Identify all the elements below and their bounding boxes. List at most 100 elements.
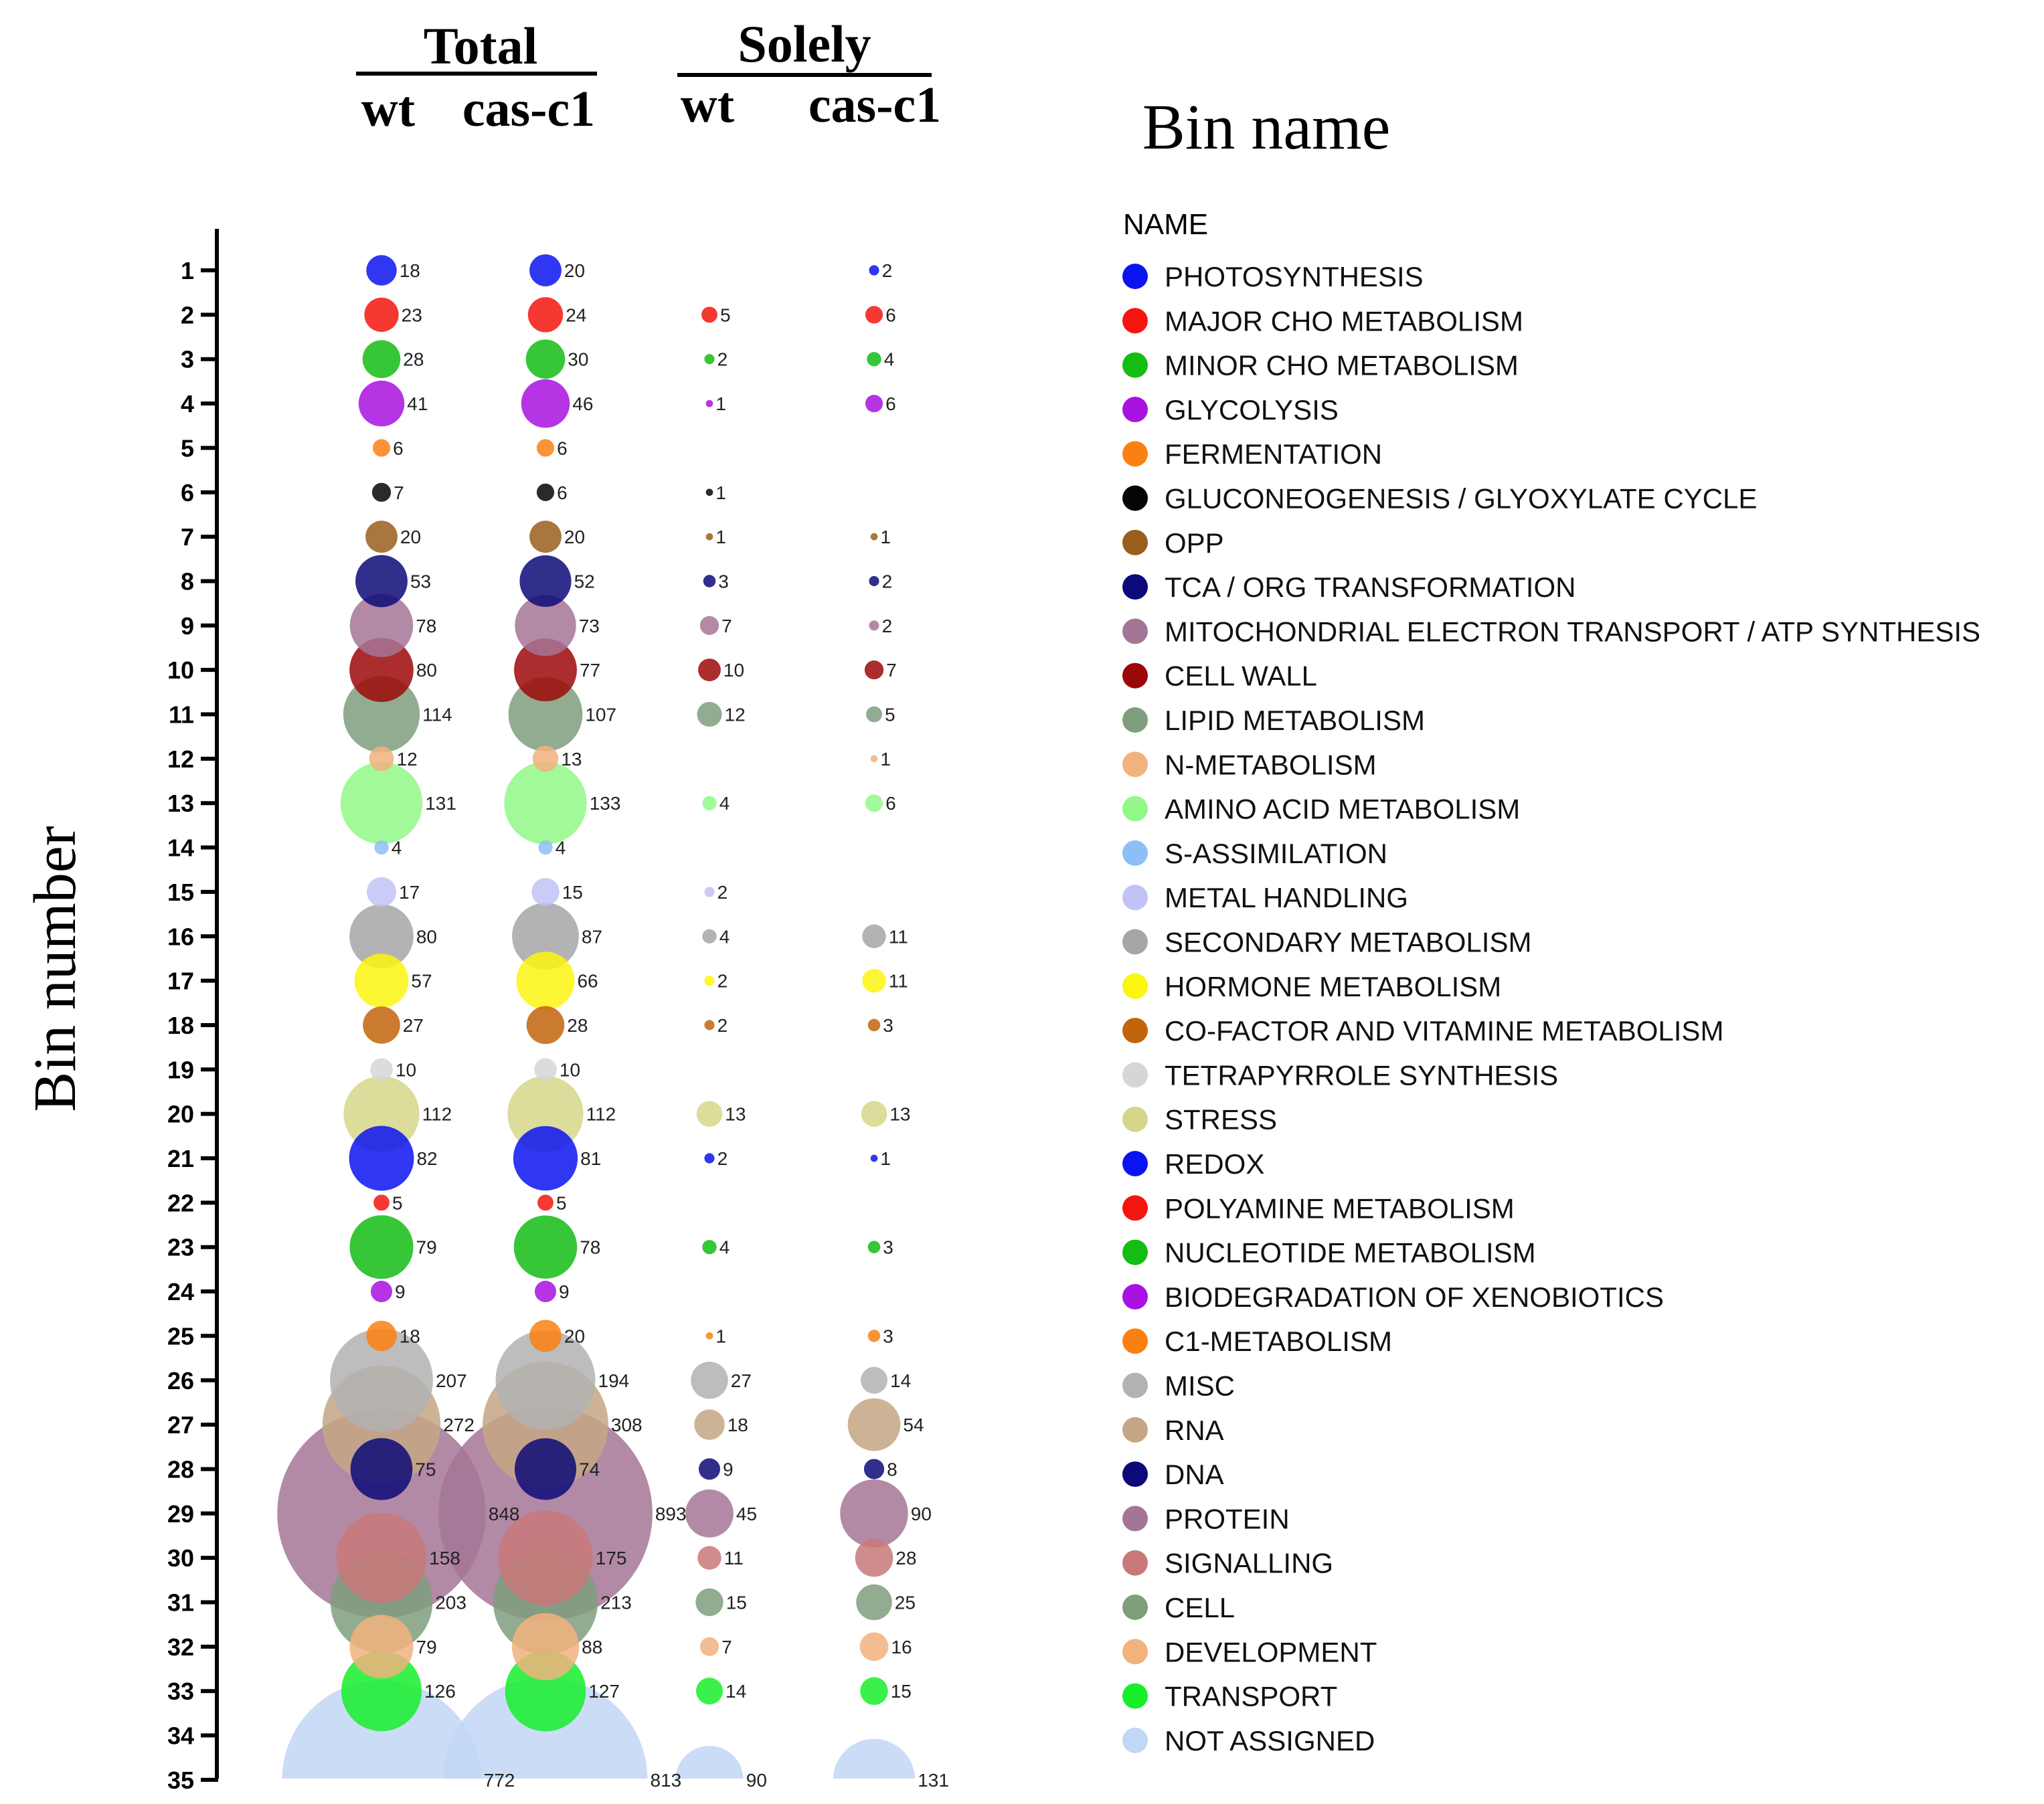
- bubble-solely-wt: [694, 1409, 725, 1440]
- bubble-value-total-cas-c1: 73: [579, 616, 600, 636]
- bubble-solely-cas-c1: [862, 968, 886, 993]
- bubble-total-cas-c1: [513, 1125, 578, 1191]
- legend-item: CELL WALL: [1122, 660, 1317, 692]
- y-tick-label: 1: [181, 257, 194, 284]
- bubble-solely-wt: [695, 1678, 723, 1705]
- bubble-solely-cas-c1: [869, 575, 879, 587]
- bubble-value-total-cas-c1: 74: [579, 1459, 600, 1479]
- bubble-total-wt: [355, 555, 408, 608]
- bubble-value-solely-cas-c1: 3: [883, 1326, 893, 1346]
- bubble-value-solely-cas-c1: 4: [884, 349, 895, 370]
- bubble-value-total-cas-c1: 13: [561, 749, 582, 770]
- legend-marker: [1122, 1106, 1148, 1132]
- legend-label: PROTEIN: [1165, 1503, 1290, 1534]
- y-tick-label: 35: [167, 1767, 194, 1794]
- bubble-solely-wt: [705, 533, 713, 541]
- column-label-total-wt: wt: [361, 81, 415, 137]
- bubble-value-solely-wt: 13: [725, 1104, 746, 1125]
- legend-marker: [1122, 1595, 1148, 1620]
- legend-item: NOT ASSIGNED: [1122, 1725, 1375, 1756]
- bubble-layer: [277, 254, 916, 1779]
- bubble-total-cas-c1: [531, 878, 560, 906]
- bubble-value-total-cas-c1: 52: [574, 571, 595, 592]
- bubble-value-total-cas-c1: 87: [582, 926, 602, 947]
- bubble-solely-cas-c1: [840, 1479, 908, 1548]
- legend-label: S-ASSIMILATION: [1165, 838, 1387, 869]
- bubble-value-total-wt: 80: [416, 926, 437, 947]
- legend-label: CELL WALL: [1165, 660, 1317, 692]
- bubble-total-cas-c1: [512, 903, 579, 970]
- legend-item: S-ASSIMILATION: [1122, 838, 1387, 869]
- legend-item: C1-METABOLISM: [1122, 1326, 1392, 1357]
- bubble-total-cas-c1: [514, 1438, 577, 1500]
- legend-label: LIPID METABOLISM: [1165, 705, 1425, 736]
- column-header: Total Solely wt cas-c1 wt cas-c1: [356, 15, 941, 137]
- legend-marker: [1122, 485, 1148, 511]
- legend-marker: [1122, 1328, 1148, 1354]
- bubble-solely-wt: [703, 575, 716, 588]
- y-tick-label: 9: [181, 612, 194, 640]
- bubble-total-cas-c1: [526, 1006, 565, 1045]
- bubble-total-cas-c1: [534, 1281, 557, 1303]
- legend-marker: [1122, 662, 1148, 689]
- bubble-value-solely-cas-c1: 25: [895, 1593, 916, 1613]
- bubble-total-cas-c1: [504, 761, 587, 844]
- legend-marker: [1122, 308, 1148, 334]
- bubble-value-solely-cas-c1: 2: [882, 616, 893, 636]
- legend-label: AMINO ACID METABOLISM: [1165, 794, 1520, 825]
- bubble-solely-wt: [704, 887, 715, 897]
- bubble-value-solely-cas-c1: 1: [880, 749, 891, 770]
- legend-marker: [1122, 1506, 1148, 1532]
- bubble-solely-cas-c1: [859, 1632, 889, 1661]
- bubble-value-total-cas-c1: 112: [586, 1104, 616, 1125]
- legend-label: MITOCHONDRIAL ELECTRON TRANSPORT / ATP S…: [1165, 616, 1980, 647]
- bubble-value-total-cas-c1: 30: [568, 349, 588, 370]
- y-tick-label: 11: [169, 701, 194, 729]
- legend-label: REDOX: [1165, 1148, 1264, 1180]
- legend-item: CELL: [1122, 1592, 1235, 1623]
- bubble-value-total-wt: 7: [394, 482, 404, 503]
- bubble-solely-cas-c1: [869, 620, 879, 631]
- bubble-total-cas-c1: [513, 1215, 578, 1279]
- bubble-value-total-wt: 82: [416, 1148, 437, 1169]
- y-tick-label: 19: [167, 1056, 194, 1083]
- bubble-value-solely-wt: 4: [719, 793, 730, 814]
- bubble-value-solely-cas-c1: 16: [891, 1637, 912, 1657]
- bubble-value-total-cas-c1: 15: [562, 882, 583, 903]
- bubble-solely-wt: [704, 1153, 715, 1164]
- y-tick-label: 3: [181, 346, 194, 373]
- bubble-total-cas-c1: [525, 339, 566, 379]
- y-tick-label: 7: [181, 523, 194, 551]
- bubble-value-solely-cas-c1: 5: [885, 705, 896, 725]
- bubble-solely-cas-c1: [867, 1241, 881, 1253]
- bubble-value-solely-wt: 9: [723, 1459, 734, 1479]
- y-tick-label: 8: [181, 567, 194, 595]
- bubble-total-wt: [363, 1006, 400, 1044]
- legend-marker: [1122, 707, 1148, 733]
- bubble-total-wt: [364, 297, 399, 333]
- bubble-value-total-cas-c1: 127: [588, 1681, 620, 1702]
- bubble-value-total-wt: 28: [403, 349, 424, 370]
- legend-marker: [1122, 1018, 1148, 1044]
- bubble-value-total-wt: 158: [429, 1548, 460, 1568]
- plot-area: 18 20 223 24 5 628 30 2 441 46 1 66 67 6 120 20 1 153 52 3 2…: [277, 254, 949, 1791]
- legend-item: HORMONE METABOLISM: [1122, 971, 1501, 1002]
- bubble-solely-wt: [696, 1101, 723, 1127]
- bubble-value-solely-cas-c1: 11: [889, 926, 908, 947]
- bubble-total-wt: [358, 380, 405, 427]
- y-tick-label: 12: [167, 745, 194, 773]
- bubble-value-solely-wt: 27: [731, 1370, 752, 1391]
- bubble-value-total-wt: 772: [484, 1770, 515, 1791]
- bubble-value-total-wt: 10: [396, 1059, 416, 1080]
- bubble-total-cas-c1: [527, 297, 564, 333]
- legend-marker: [1122, 929, 1148, 955]
- y-tick-label: 25: [167, 1322, 194, 1350]
- bubble-value-total-cas-c1: 213: [600, 1593, 632, 1613]
- y-tick-label: 24: [167, 1278, 194, 1305]
- bubble-value-total-cas-c1: 893: [655, 1504, 687, 1524]
- y-tick-label: 27: [167, 1411, 194, 1439]
- bubble-value-total-cas-c1: 10: [560, 1059, 580, 1080]
- bubble-value-total-wt: 18: [400, 260, 420, 281]
- bubble-value-total-cas-c1: 107: [585, 705, 616, 725]
- legend-marker: [1122, 618, 1148, 644]
